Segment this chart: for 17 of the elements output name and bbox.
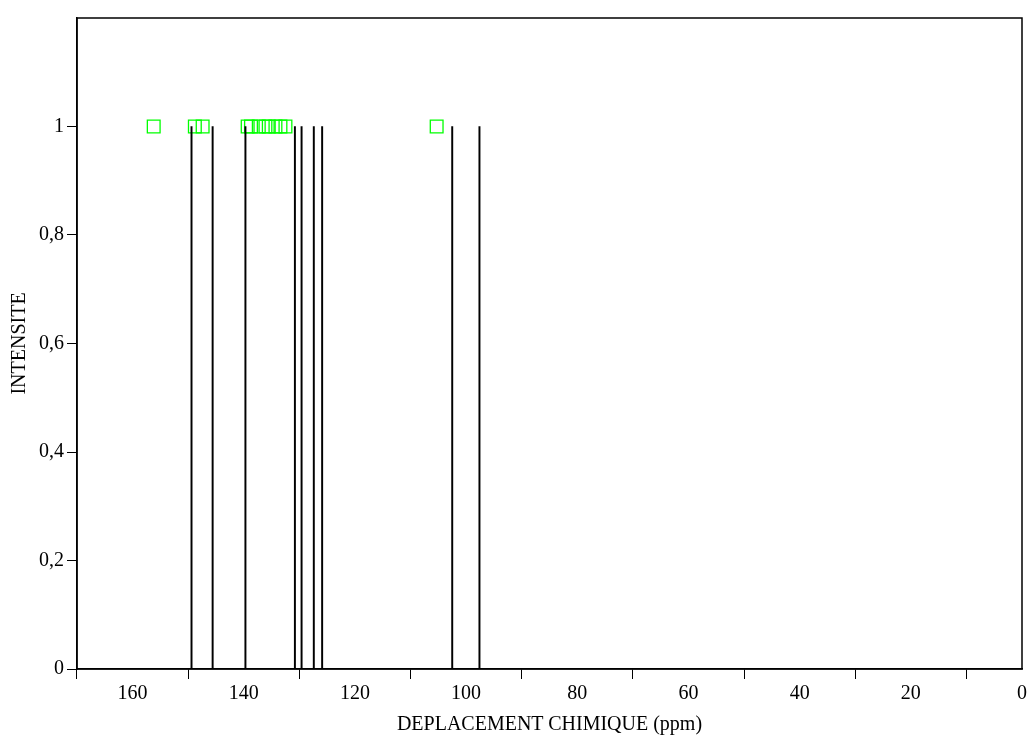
x-tick-label: 0 — [1017, 681, 1027, 704]
x-tick-label: 80 — [567, 681, 588, 704]
x-tick-label: 20 — [900, 681, 921, 704]
x-tick-label: 40 — [789, 681, 810, 704]
x-axis-title: DEPLACEMENT CHIMIQUE (ppm) — [396, 712, 703, 736]
y-tick-label: 1 — [54, 113, 64, 136]
y-tick-label: 0 — [54, 656, 64, 679]
x-tick-label: 100 — [451, 681, 482, 704]
x-tick-label: 120 — [339, 681, 370, 704]
y-tick-label: 0,2 — [39, 547, 64, 570]
y-tick-label: 0,8 — [39, 222, 64, 245]
x-tick-label: 140 — [228, 681, 259, 704]
y-tick-label: 0,6 — [39, 330, 64, 353]
y-axis-title: INTENSITE — [7, 292, 30, 395]
y-tick-label: 0,4 — [39, 439, 64, 462]
x-tick-label: 160 — [117, 681, 148, 704]
x-tick-label: 60 — [678, 681, 699, 704]
